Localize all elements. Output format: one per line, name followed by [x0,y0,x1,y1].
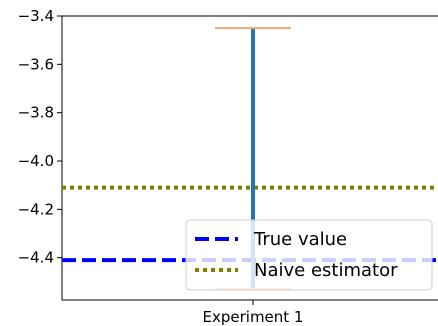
legend-box [185,219,433,291]
y-tick-label: −4.0 [18,152,54,170]
y-tick-label: −4.4 [18,249,54,267]
legend: True value Naive estimator [185,219,433,291]
y-tick-label: −3.8 [18,104,54,122]
y-tick-label: −3.6 [18,55,54,73]
y-tick-label: −4.2 [18,200,54,218]
y-tick-label: −3.4 [18,7,54,25]
y-ticks: −3.4 −3.6 −3.8 −4.0 −4.2 −4.4 [18,7,62,267]
x-tick-label: Experiment 1 [203,308,304,326]
legend-label: Naive estimator [254,260,398,281]
legend-label: True value [253,229,347,250]
x-ticks: Experiment 1 [203,300,304,326]
